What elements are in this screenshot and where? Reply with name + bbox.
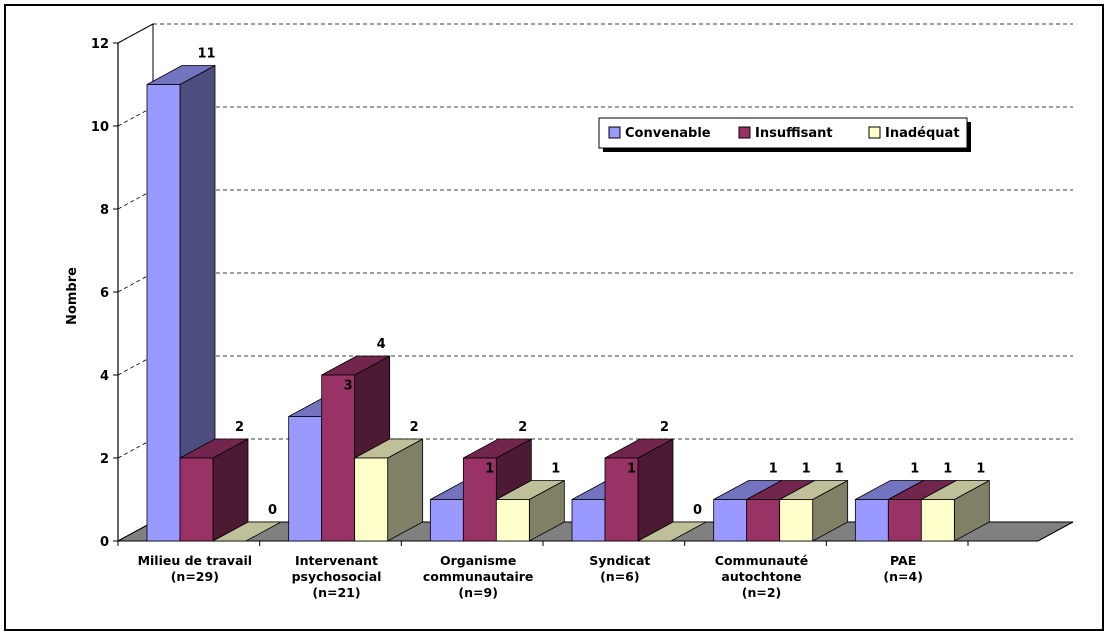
data-label: 4 — [377, 337, 386, 352]
bar-front — [354, 457, 389, 542]
legend-label: Insuffisant — [755, 126, 833, 141]
bar-top — [212, 521, 282, 542]
y-tick-label: 0 — [100, 535, 109, 550]
category-label: Milieu de travail — [138, 553, 253, 568]
data-label: 0 — [268, 503, 277, 518]
bar-front — [495, 499, 530, 542]
bar-front — [746, 499, 781, 542]
legend-box — [598, 117, 968, 149]
y-tick-label: 4 — [100, 369, 109, 384]
category-label: Organisme — [440, 553, 516, 568]
data-label: 2 — [235, 420, 244, 435]
data-label: 11 — [197, 47, 215, 62]
category-label: (n=2) — [742, 585, 782, 600]
bar — [604, 438, 674, 542]
data-label: 0 — [693, 503, 702, 518]
category-label: psychosocial — [292, 569, 382, 584]
category-label: (n=4) — [883, 569, 923, 584]
y-tick-label: 10 — [91, 120, 109, 135]
data-label: 2 — [518, 420, 527, 435]
bar-front — [604, 457, 639, 542]
data-label: 2 — [410, 420, 419, 435]
bar-front — [920, 499, 955, 542]
bar — [212, 521, 282, 542]
category-label: Intervenant — [295, 553, 378, 568]
data-label: 2 — [660, 420, 669, 435]
legend-label: Convenable — [625, 126, 711, 141]
bar — [146, 64, 216, 542]
bar-top — [637, 521, 707, 542]
data-label: 1 — [769, 462, 778, 477]
data-label: 3 — [344, 379, 353, 394]
category-label: communautaire — [423, 569, 534, 584]
y-tick-label: 2 — [100, 452, 109, 467]
category-label: Syndicat — [589, 553, 650, 568]
bar-front — [887, 499, 922, 542]
category-label: Communauté — [715, 553, 808, 568]
category-label: (n=21) — [312, 585, 360, 600]
category-label: PAE — [890, 553, 916, 568]
category-label: (n=6) — [600, 569, 640, 584]
legend-swatch — [738, 126, 751, 139]
legend-swatch — [868, 126, 881, 139]
bar-front — [779, 499, 814, 542]
bar — [779, 479, 849, 542]
y-axis-label: Nombre — [65, 267, 80, 325]
bar-front — [571, 499, 606, 542]
data-label: 1 — [976, 462, 985, 477]
category-label: autochtone — [721, 569, 801, 584]
bar-front — [179, 457, 214, 542]
bar — [920, 479, 990, 542]
bar — [179, 438, 249, 542]
data-label: 1 — [485, 462, 494, 477]
data-label: 1 — [943, 462, 952, 477]
bar — [637, 521, 707, 542]
bar-front — [146, 84, 181, 542]
y-tick-label: 8 — [100, 203, 109, 218]
data-label: 1 — [551, 462, 560, 477]
data-label: 1 — [835, 462, 844, 477]
data-label: 1 — [910, 462, 919, 477]
chart-frame: 0 2 4 6 8 10 12 11 2 0 3 4 2 1 2 1 1 2 0 1 1 1 1 1 1 Milieu de … — [4, 4, 1104, 631]
y-tick-label: 12 — [91, 37, 109, 52]
legend-label: Inadéquat — [885, 126, 960, 141]
bar — [354, 438, 424, 542]
category-label: (n=29) — [171, 569, 219, 584]
bar-front — [321, 374, 356, 542]
bar-front — [429, 499, 464, 542]
legend-swatch — [608, 126, 621, 139]
category-label: (n=9) — [458, 585, 498, 600]
bar-front — [854, 499, 889, 542]
bar-front — [462, 457, 497, 542]
bar — [495, 479, 565, 542]
data-label: 1 — [802, 462, 811, 477]
bar-front — [713, 499, 748, 542]
bar-front — [288, 416, 323, 542]
y-tick-label: 6 — [100, 286, 109, 301]
data-label: 1 — [627, 462, 636, 477]
